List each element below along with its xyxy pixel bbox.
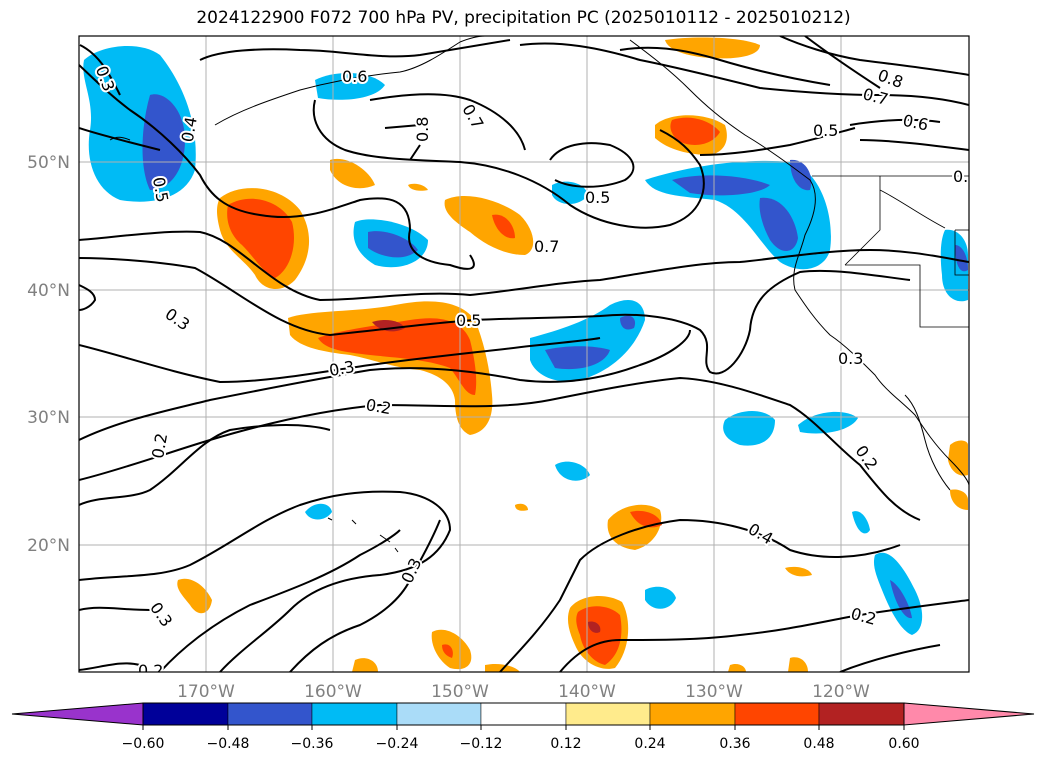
graticule: [79, 36, 969, 672]
lon-label: 160°W: [304, 682, 362, 702]
lon-label: 170°W: [177, 682, 235, 702]
colorbar-swatch: [311, 702, 398, 726]
contour-label: 0.4: [178, 115, 201, 143]
pv-contours: [79, 36, 969, 672]
lat-label: 30°N: [27, 408, 70, 428]
latitude-labels: 50°N 40°N 30°N 20°N: [27, 153, 70, 556]
contour-label: 0.: [953, 167, 968, 186]
precip-negative-shading: [83, 45, 968, 635]
political-borders: [812, 175, 969, 328]
lat-label: 20°N: [27, 536, 70, 556]
lat-label: 40°N: [27, 281, 70, 301]
colorbar-tick-label: −0.24: [376, 736, 419, 752]
lon-label: 150°W: [431, 682, 489, 702]
colorbar-extend-high: [903, 702, 1035, 726]
colorbar-tick-label: 0.48: [803, 736, 834, 752]
colorbar-swatch: [734, 702, 820, 726]
colorbar-tick-label: 0.24: [634, 736, 665, 752]
map-frame: [78, 35, 970, 673]
coastlines: [109, 36, 969, 553]
colorbar-tick-label: −0.48: [207, 736, 250, 752]
colorbar-swatch: [649, 702, 736, 726]
lon-label: 140°W: [558, 682, 616, 702]
contour-label: 0.3: [838, 349, 863, 368]
colorbar-ticks: [142, 725, 905, 730]
colorbar-swatch: [227, 702, 313, 726]
map-title: 2024122900 F072 700 hPa PV, precipitatio…: [196, 8, 851, 28]
lat-label: 50°N: [27, 153, 70, 173]
colorbar-swatch: [818, 702, 905, 726]
colorbar-swatch: [142, 702, 229, 726]
contour-label: 0.5: [585, 188, 610, 207]
lon-label: 120°W: [812, 682, 870, 702]
colorbar-tick-label: 0.36: [719, 736, 750, 752]
contour-label: 0.5: [813, 121, 838, 140]
lon-label: 130°W: [685, 682, 743, 702]
colorbar-swatch: [480, 702, 567, 726]
map-panel: 0.3 0.6 0.4 0.5 0.8 0.7 0.5 0.7 0.8 0.7 …: [79, 36, 969, 680]
colorbar: −0.60 −0.48 −0.36 −0.24 −0.12 0.12 0.24 …: [11, 702, 1035, 752]
colorbar-tick-label: −0.60: [122, 736, 165, 752]
colorbar-tick-label: −0.36: [291, 736, 334, 752]
colorbar-tick-label: 0.60: [888, 736, 919, 752]
colorbar-swatch: [565, 702, 651, 726]
colorbar-tick-label: −0.12: [460, 736, 503, 752]
colorbar-extend-low: [11, 702, 144, 726]
contour-label: 0.7: [534, 237, 559, 256]
colorbar-tick-label: 0.12: [550, 736, 581, 752]
contour-label: 0.6: [342, 67, 367, 86]
contour-label: 0.8: [413, 117, 432, 142]
contour-label: 0.2: [138, 661, 163, 680]
longitude-labels: 170°W 160°W 150°W 140°W 130°W 120°W: [177, 682, 870, 702]
colorbar-swatch: [396, 702, 482, 726]
contour-label: 0.5: [456, 311, 481, 330]
